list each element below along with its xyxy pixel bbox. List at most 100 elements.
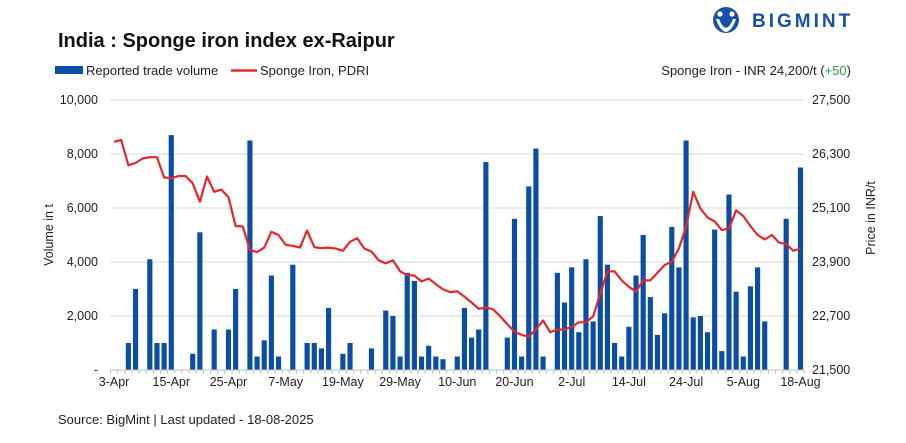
volume-bar [290, 264, 296, 370]
price-note-text: Sponge Iron - INR 24,200/t ( [661, 63, 825, 78]
volume-bar [147, 259, 153, 370]
x-tick-label: 10-Jun [438, 375, 476, 389]
volume-bar [340, 353, 346, 370]
volume-bar [347, 343, 353, 370]
x-tick-label: 15-Apr [153, 375, 191, 389]
volume-bar [404, 272, 410, 370]
volume-bar [590, 321, 596, 370]
volume-bar [304, 343, 310, 370]
y2-axis-title: Price in INR/t [864, 181, 878, 255]
price-line [113, 138, 801, 338]
volume-bar [197, 232, 203, 370]
y-tick-label: 2,000 [67, 309, 98, 323]
volume-bar [368, 348, 375, 370]
legend-label-price: Sponge Iron, PDRI [260, 63, 369, 78]
x-tick-label: 5-Aug [727, 375, 760, 389]
x-tick-label: 24-Jul [669, 375, 703, 389]
volume-bar [583, 259, 589, 370]
volume-bar [690, 317, 696, 370]
volume-bar [469, 337, 475, 370]
price-change: +50 [825, 63, 847, 78]
x-tick-label: 2-Jul [558, 375, 585, 389]
volume-bar [640, 235, 646, 370]
volume-bar [604, 264, 610, 370]
volume-bar [390, 316, 396, 370]
volume-bar [225, 329, 232, 370]
volume-bar [619, 356, 625, 370]
volume-bar [783, 218, 789, 370]
y-tick-label: 10,000 [60, 93, 98, 107]
volume-bar [454, 356, 460, 370]
volume-bar [461, 307, 467, 370]
legend-label-volume: Reported trade volume [86, 63, 218, 78]
volume-bar [161, 343, 167, 370]
volume-bar [719, 351, 725, 370]
volume-bar [311, 343, 317, 370]
y2-tick-label: 21,500 [812, 363, 850, 377]
price-note-suffix: ) [847, 63, 851, 78]
volume-bar [712, 229, 718, 370]
x-tick-label: 20-Jun [495, 375, 533, 389]
volume-bar [154, 343, 160, 370]
source-note: Source: BigMint | Last updated - 18-08-2… [58, 412, 314, 427]
volume-bar [261, 340, 267, 370]
legend-swatch-volume [55, 66, 83, 74]
volume-bar [755, 267, 761, 370]
x-tick-label: 7-May [268, 375, 303, 389]
y-tick-label: 6,000 [67, 201, 98, 215]
volume-bar [433, 356, 439, 370]
price-note: Sponge Iron - INR 24,200/t (+50) [661, 63, 851, 78]
legend: Reported trade volume Sponge Iron, PDRI [55, 63, 369, 78]
brand-name: BIGMINT [752, 11, 853, 32]
volume-bar [211, 329, 217, 370]
volume-bar [504, 337, 510, 370]
y-axis-title: Volume in t [42, 204, 56, 266]
volume-bar [569, 267, 575, 370]
volume-bar [704, 332, 711, 370]
volume-bar [662, 313, 668, 370]
volume-bar [733, 291, 739, 370]
volume-bar [233, 289, 239, 370]
volume-bar [519, 356, 525, 370]
y-tick-label: - [94, 363, 98, 377]
volume-bar [626, 326, 632, 370]
volume-bar [275, 356, 282, 370]
y2-tick-label: 27,500 [812, 93, 850, 107]
volume-bar [268, 275, 274, 370]
volume-bar [318, 348, 324, 370]
y-tick-label: 8,000 [67, 147, 98, 161]
chart-title: India : Sponge iron index ex-Raipur [58, 30, 395, 52]
volume-bar [476, 329, 482, 370]
volume-bar [647, 297, 653, 370]
x-tick-label: 25-Apr [210, 375, 248, 389]
volume-bar [168, 135, 174, 370]
volume-bar [526, 186, 532, 370]
x-tick-label: 18-Aug [780, 375, 820, 389]
volume-bar [747, 286, 753, 370]
volume-bar [797, 167, 804, 370]
bigmint-logo: BIGMINT [713, 7, 853, 33]
y2-tick-label: 23,900 [812, 255, 850, 269]
volume-bar [418, 356, 425, 370]
x-tick-label: 29-May [379, 375, 421, 389]
volume-bar [533, 148, 539, 370]
volume-bar [554, 272, 560, 370]
volume-bar [247, 140, 253, 370]
y2-tick-label: 25,100 [812, 201, 850, 215]
x-tick-label: 19-May [322, 375, 364, 389]
volume-bar [561, 302, 568, 370]
volume-bar [254, 356, 260, 370]
volume-bar [483, 162, 489, 370]
volume-bar [633, 275, 639, 370]
volume-bar [669, 226, 675, 370]
y2-tick-label: 22,700 [812, 309, 850, 323]
volume-bar [125, 343, 131, 370]
volume-bar [676, 267, 682, 370]
volume-bar [683, 140, 689, 370]
x-tick-label: 3-Apr [99, 375, 130, 389]
x-tick-label: 14-Jul [612, 375, 646, 389]
y2-tick-label: 26,300 [812, 147, 850, 161]
volume-bar [762, 321, 768, 370]
volume-bar [383, 310, 389, 370]
